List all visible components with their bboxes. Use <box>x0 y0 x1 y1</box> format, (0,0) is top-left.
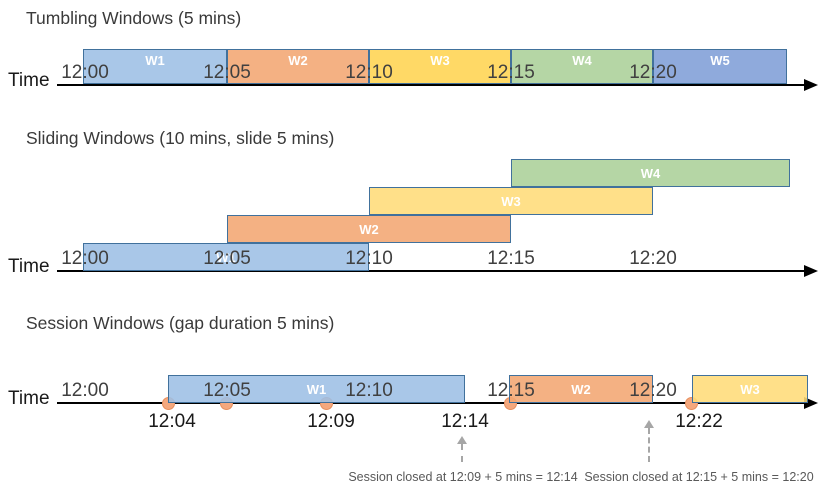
window-label-session-w3: W3 <box>740 381 760 397</box>
tick-label-tumbling-12-00: 12:00 <box>61 62 109 83</box>
window-label-session-w1: W1 <box>306 381 327 397</box>
window-label-sliding-w4: W4 <box>640 165 661 181</box>
window-tumbling-w1: W1 <box>83 49 227 84</box>
section-title-sliding: Sliding Windows (10 mins, slide 5 mins) <box>26 128 335 148</box>
timeline-axis-session <box>57 402 806 404</box>
tick-label-tumbling-12-10: 12:10 <box>345 62 393 83</box>
window-sliding-w1: W1 <box>83 243 369 271</box>
window-label-tumbling-w4: W4 <box>572 53 592 68</box>
window-tumbling-w3: W3 <box>369 49 511 84</box>
window-label-tumbling-w1: W1 <box>145 53 165 68</box>
tick-label-session-12-20: 12:20 <box>629 380 677 401</box>
tick-label-session-12-15: 12:15 <box>487 380 535 401</box>
time-axis-label-session: Time <box>8 388 50 409</box>
tick-label-session-12-00: 12:00 <box>61 380 109 401</box>
window-session-w1: W1 <box>168 375 465 403</box>
section-title-tumbling: Tumbling Windows (5 mins) <box>26 8 242 28</box>
tick-label-session-12-05: 12:05 <box>203 380 251 401</box>
tick-label-sliding-12-05: 12:05 <box>203 248 251 269</box>
window-label-sliding-w3: W3 <box>501 193 521 209</box>
session-closed-annotation-1: Session closed at 12:09 + 5 mins = 12:14 <box>348 470 578 484</box>
tick-label-sliding-12-00: 12:00 <box>61 248 109 269</box>
window-tumbling-w4: W4 <box>511 49 653 84</box>
window-sliding-w3: W3 <box>369 187 653 215</box>
window-session-w2: W2 <box>509 375 653 403</box>
annotation-arrow-line-2 <box>648 428 650 462</box>
time-axis-label-sliding: Time <box>8 256 50 277</box>
window-label-tumbling-w3: W3 <box>430 53 450 68</box>
section-title-session: Session Windows (gap duration 5 mins) <box>26 313 335 333</box>
tick-label-tumbling-12-15: 12:15 <box>487 62 535 83</box>
event-time-label-12-14: 12:14 <box>441 411 489 432</box>
session-closed-annotation-2: Session closed at 12:15 + 5 mins = 12:20 <box>584 470 814 484</box>
window-label-session-w2: W2 <box>571 381 591 397</box>
timeline-arrowhead-icon-sliding <box>804 265 818 277</box>
window-sliding-w4: W4 <box>511 159 790 187</box>
event-time-label-12-04: 12:04 <box>148 411 196 432</box>
annotation-arrow-line-1 <box>461 444 463 462</box>
annotation-arrow-icon-1 <box>457 436 467 444</box>
timeline-arrowhead-icon-tumbling <box>804 79 818 91</box>
window-label-tumbling-w5: W5 <box>710 53 730 68</box>
annotation-arrow-icon-2 <box>644 420 654 428</box>
event-time-label-12-22: 12:22 <box>675 411 723 432</box>
time-axis-label-tumbling: Time <box>8 70 50 91</box>
window-label-sliding-w2: W2 <box>359 221 379 237</box>
tick-label-tumbling-12-20: 12:20 <box>629 62 677 83</box>
tick-label-tumbling-12-05: 12:05 <box>203 62 251 83</box>
event-time-label-12-09: 12:09 <box>307 411 355 432</box>
window-tumbling-w5: W5 <box>653 49 787 84</box>
window-label-tumbling-w2: W2 <box>288 53 308 68</box>
tick-label-sliding-12-10: 12:10 <box>345 248 393 269</box>
window-session-w3: W3 <box>692 375 808 403</box>
window-sliding-w2: W2 <box>227 215 511 243</box>
tick-label-sliding-12-15: 12:15 <box>487 248 535 269</box>
timeline-axis-tumbling <box>57 84 806 86</box>
window-tumbling-w2: W2 <box>227 49 369 84</box>
timeline-axis-sliding <box>57 270 806 272</box>
tick-label-session-12-10: 12:10 <box>345 380 393 401</box>
window-label-sliding-w1: W1 <box>216 249 236 265</box>
tick-label-sliding-12-20: 12:20 <box>629 248 677 269</box>
